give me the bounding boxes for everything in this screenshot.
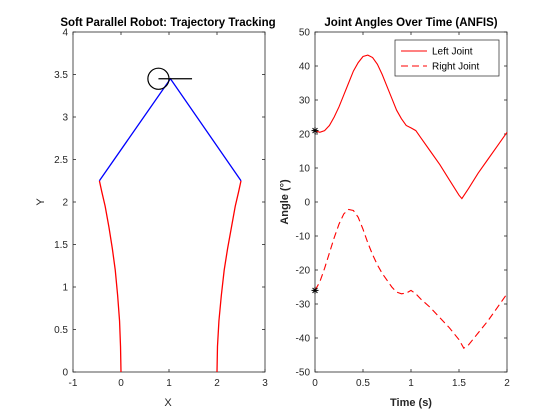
soft-link-left	[98, 180, 122, 373]
joint-angles-y-tick-label: -10	[296, 232, 311, 243]
trajectory-y-label: Y	[35, 198, 47, 206]
legend-entry: Left Joint	[432, 47, 473, 58]
legend-box	[394, 39, 500, 77]
trajectory-y-tick-label: 2	[62, 198, 68, 209]
trajectory-x-tick-label: -1	[69, 378, 78, 389]
joint-angles-x-tick-label: 0.5	[356, 378, 370, 389]
joint-angles-y-tick-label: 10	[299, 164, 311, 175]
joint-angles-plot-area: 0 0.5 1 1.5 2 -50 -40 -30 -20 -10 0 10 20 30 40 50	[296, 28, 511, 390]
trajectory-axes-box	[72, 31, 266, 373]
joint-angles-x-tick-label: 1.5	[452, 378, 466, 389]
joint-angles-y-tick-label: 20	[299, 130, 311, 141]
joint-angles-y-tick-label: -40	[296, 334, 311, 345]
joint-angles-title: Joint Angles Over Time (ANFIS)	[324, 17, 497, 29]
joint-angles-y-tick-label: -50	[296, 368, 311, 379]
asterisk-stroke	[312, 287, 318, 294]
joint-angles-y-tick-label: 30	[299, 96, 311, 107]
trajectory-title: Soft Parallel Robot: Trajectory Tracking	[60, 17, 275, 29]
trajectory-y-tick-label: 1	[62, 283, 68, 294]
trajectory-x-tick-label: 2	[214, 378, 220, 389]
trajectory-y-tick-label: 2.5	[54, 155, 68, 166]
trajectory-x-tick-label: 0	[118, 378, 124, 389]
trajectory-y-tick-label: 4	[62, 28, 68, 39]
legend-entry: Right Joint	[432, 62, 479, 73]
joint-angles-x-label: Time (s)	[390, 397, 432, 409]
start-marker	[311, 127, 319, 135]
trajectory-y-tick-label: 1.5	[54, 240, 68, 251]
trajectory-x-label: X	[164, 397, 172, 409]
left-joint-line	[314, 54, 508, 200]
trajectory-x-tick-label: 3	[262, 378, 268, 389]
trajectory-chart: Soft Parallel Robot: Trajectory Tracking…	[35, 17, 276, 409]
joint-angles-y-tick-label: 40	[299, 62, 311, 73]
joint-angles-chart: Joint Angles Over Time (ANFIS) 0 0.5 1 1.5 2…	[279, 17, 510, 409]
joint-angles-x-tick-label: 1	[408, 378, 414, 389]
trajectory-plot-area: -1 0 1 2 300.511.522.533.54	[54, 28, 268, 390]
joint-angles-x-tick-label: 0	[312, 378, 318, 389]
joint-angles-x-tick-label: 2	[504, 378, 510, 389]
right-joint-line	[314, 208, 508, 350]
trajectory-y-tick-label: 0.5	[54, 325, 68, 336]
joint-angles-axes-box	[314, 31, 508, 373]
trajectory-y-tick-label: 0	[62, 368, 68, 379]
joint-angles-y-tick-label: 0	[304, 198, 310, 209]
trajectory-y-tick-label: 3.5	[54, 70, 68, 81]
asterisk-stroke	[312, 127, 318, 134]
joint-angles-y-label: Angle (°)	[279, 179, 291, 225]
joint-angles-y-tick-label: -30	[296, 300, 311, 311]
soft-link-right	[216, 180, 242, 373]
trajectory-x-tick-label: 1	[166, 378, 172, 389]
start-marker	[311, 286, 319, 294]
joint-angles-y-tick-label: 50	[299, 28, 311, 39]
legend: Left Joint Right Joint	[394, 39, 500, 77]
trajectory-y-tick-label: 3	[62, 113, 68, 124]
joint-angles-y-tick-label: -20	[296, 266, 311, 277]
